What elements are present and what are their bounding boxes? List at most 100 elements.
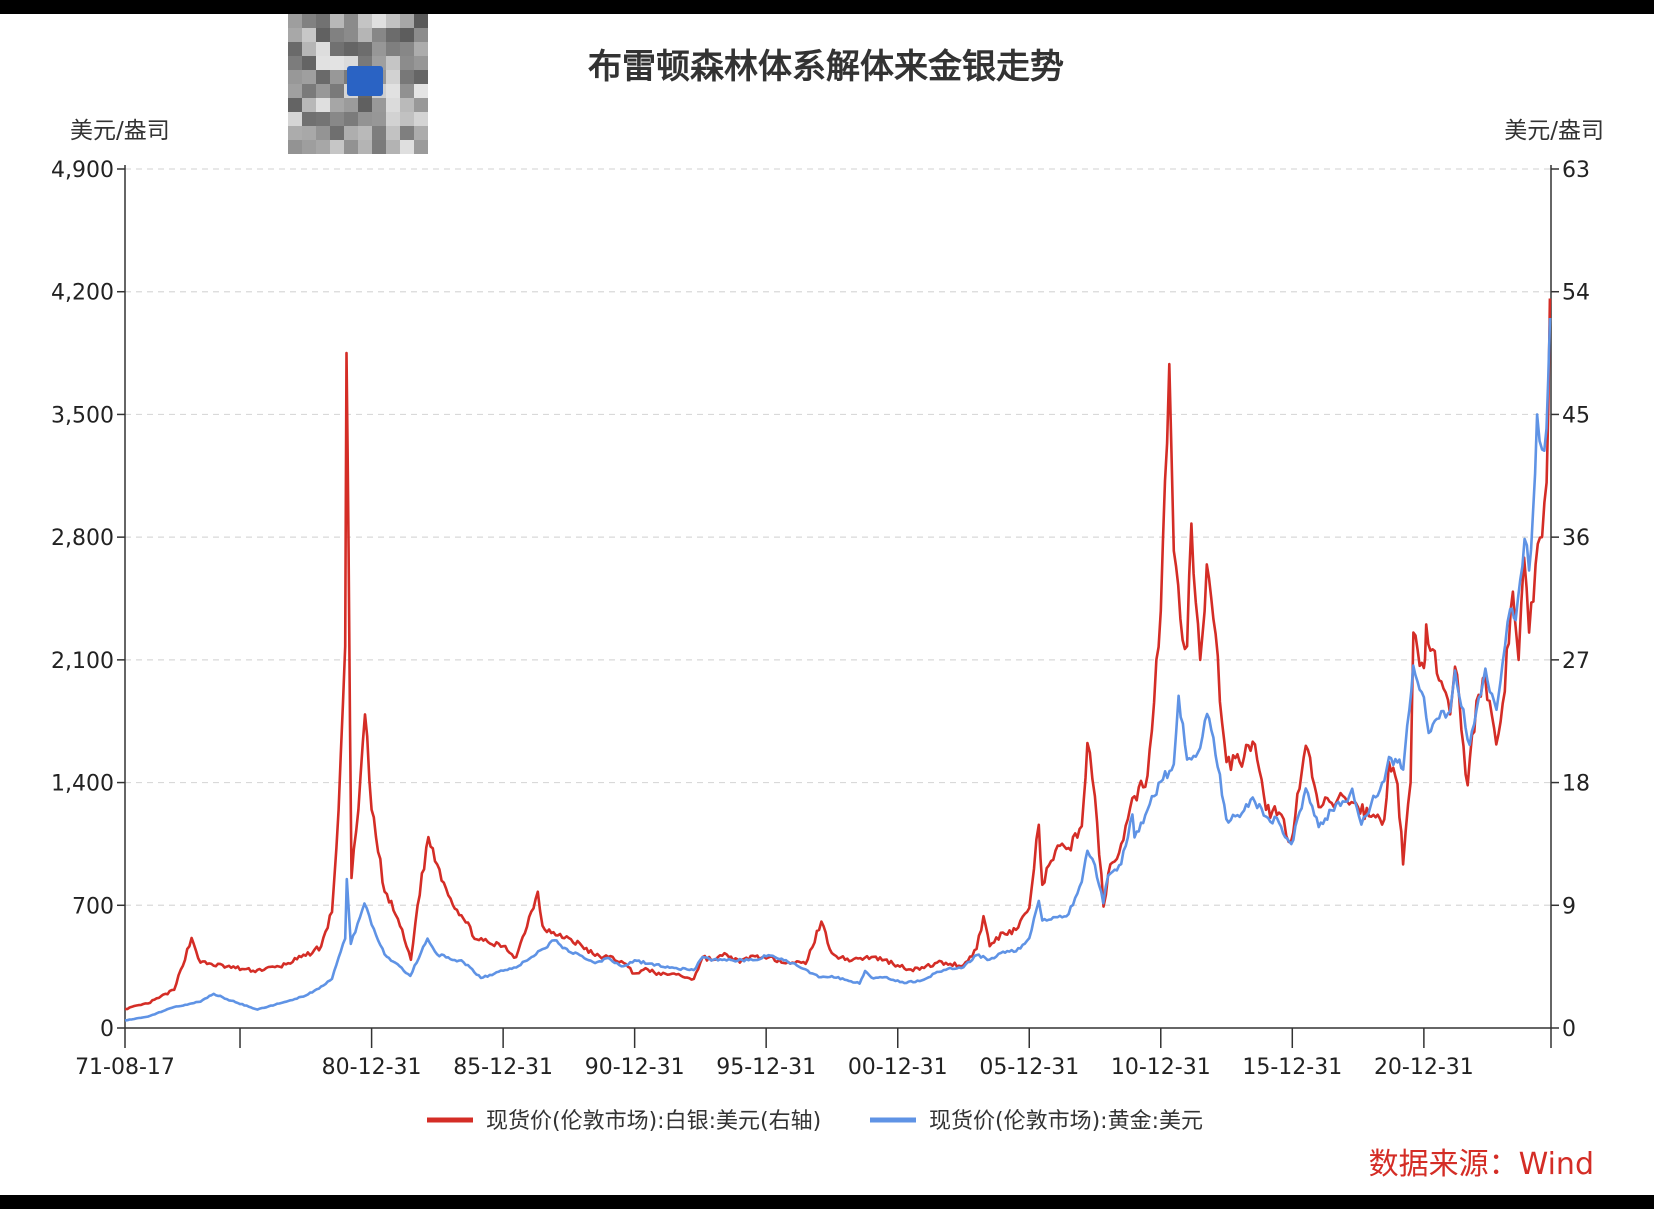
- watermark-pixel: [302, 112, 316, 126]
- watermark-pixel: [358, 126, 372, 140]
- left-tick-label: 0: [100, 1017, 114, 1042]
- watermark-pixel: [302, 56, 316, 70]
- watermark-pixel: [330, 14, 344, 28]
- watermark-pixel: [400, 70, 414, 84]
- watermark-pixel: [400, 14, 414, 28]
- x-tick-label: 80-12-31: [322, 1055, 422, 1080]
- right-axis-unit: 美元/盎司: [1504, 118, 1604, 144]
- watermark-pixel: [344, 140, 358, 154]
- watermark-pixel: [414, 98, 428, 112]
- watermark-pixel: [386, 98, 400, 112]
- x-tick-label: 20-12-31: [1374, 1055, 1474, 1080]
- x-tick-label: 71-08-17: [75, 1055, 175, 1080]
- watermark-pixel: [288, 42, 302, 56]
- watermark-pixel: [414, 112, 428, 126]
- watermark-logo: [347, 66, 383, 96]
- watermark-pixel: [386, 140, 400, 154]
- watermark-pixel: [358, 112, 372, 126]
- watermark-pixel: [386, 14, 400, 28]
- watermark-pixel: [288, 84, 302, 98]
- x-axis-ticks: 71-08-17 80-12-31 85-12-31 90-12-31 95-12-31…: [75, 1028, 1552, 1080]
- x-tick-label: 85-12-31: [453, 1055, 553, 1080]
- left-tick-label: 3,500: [51, 403, 114, 428]
- watermark-pixel: [316, 56, 330, 70]
- watermark-pixel: [330, 126, 344, 140]
- x-tick-label: 00-12-31: [848, 1055, 948, 1080]
- watermark-pixel: [386, 84, 400, 98]
- watermark-pixel: [344, 98, 358, 112]
- watermark-pixel: [288, 140, 302, 154]
- watermark-pixel: [400, 140, 414, 154]
- watermark-pixel: [400, 84, 414, 98]
- x-tick-label: 10-12-31: [1111, 1055, 1211, 1080]
- watermark-pixel: [330, 112, 344, 126]
- watermark-pixel: [344, 14, 358, 28]
- watermark-pixel: [400, 28, 414, 42]
- watermark-pixel: [372, 14, 386, 28]
- watermark-pixel: [358, 28, 372, 42]
- left-axis-unit: 美元/盎司: [70, 118, 170, 144]
- watermark-pixel: [330, 140, 344, 154]
- watermark-pixel: [344, 126, 358, 140]
- watermark-pixel: [302, 28, 316, 42]
- watermark-pixel: [414, 126, 428, 140]
- watermark-pixel: [302, 140, 316, 154]
- watermark-pixel: [358, 98, 372, 112]
- legend-label-gold: 现货价(伦敦市场):黄金:美元: [929, 1109, 1203, 1134]
- watermark-pixel: [344, 112, 358, 126]
- watermark-pixel: [302, 14, 316, 28]
- watermark-pixel: [302, 42, 316, 56]
- legend-label-silver: 现货价(伦敦市场):白银:美元(右轴): [486, 1109, 821, 1134]
- watermark-pixel: [316, 140, 330, 154]
- obscured-watermark: [288, 14, 428, 154]
- watermark-pixel: [288, 56, 302, 70]
- watermark-pixel: [400, 42, 414, 56]
- watermark-pixel: [358, 42, 372, 56]
- watermark-pixel: [288, 98, 302, 112]
- watermark-pixel: [386, 70, 400, 84]
- right-tick-label: 18: [1562, 772, 1590, 797]
- watermark-pixel: [316, 84, 330, 98]
- watermark-pixel: [316, 14, 330, 28]
- left-tick-label: 2,800: [51, 526, 114, 551]
- watermark-pixel: [358, 140, 372, 154]
- watermark-pixel: [316, 42, 330, 56]
- left-tick-label: 1,400: [51, 772, 114, 797]
- watermark-pixel: [400, 98, 414, 112]
- watermark-pixel: [372, 112, 386, 126]
- watermark-pixel: [414, 42, 428, 56]
- watermark-pixel: [316, 98, 330, 112]
- x-tick-label: 05-12-31: [979, 1055, 1079, 1080]
- right-tick-label: 9: [1562, 894, 1576, 919]
- watermark-pixel: [330, 28, 344, 42]
- right-axis-ticks: 0 9 18 27 36 45 54 63: [1551, 158, 1590, 1042]
- watermark-pixel: [400, 126, 414, 140]
- watermark-pixel: [288, 14, 302, 28]
- watermark-pixel: [372, 98, 386, 112]
- left-tick-label: 4,200: [51, 281, 114, 306]
- watermark-pixel: [414, 140, 428, 154]
- watermark-pixel: [400, 112, 414, 126]
- watermark-pixel: [400, 56, 414, 70]
- watermark-pixel: [288, 112, 302, 126]
- watermark-pixel: [386, 42, 400, 56]
- right-tick-label: 63: [1562, 158, 1590, 183]
- watermark-pixel: [386, 126, 400, 140]
- watermark-pixel: [330, 70, 344, 84]
- watermark-pixel: [316, 112, 330, 126]
- watermark-pixel: [386, 28, 400, 42]
- left-tick-label: 2,100: [51, 649, 114, 674]
- x-tick-label: 95-12-31: [716, 1055, 816, 1080]
- watermark-pixel: [414, 84, 428, 98]
- watermark-pixel: [358, 14, 372, 28]
- right-tick-label: 45: [1562, 403, 1590, 428]
- watermark-pixel: [288, 70, 302, 84]
- left-tick-label: 4,900: [51, 158, 114, 183]
- watermark-pixel: [302, 98, 316, 112]
- watermark-pixel: [288, 28, 302, 42]
- right-tick-label: 0: [1562, 1017, 1576, 1042]
- watermark-pixel: [372, 140, 386, 154]
- watermark-pixel: [386, 112, 400, 126]
